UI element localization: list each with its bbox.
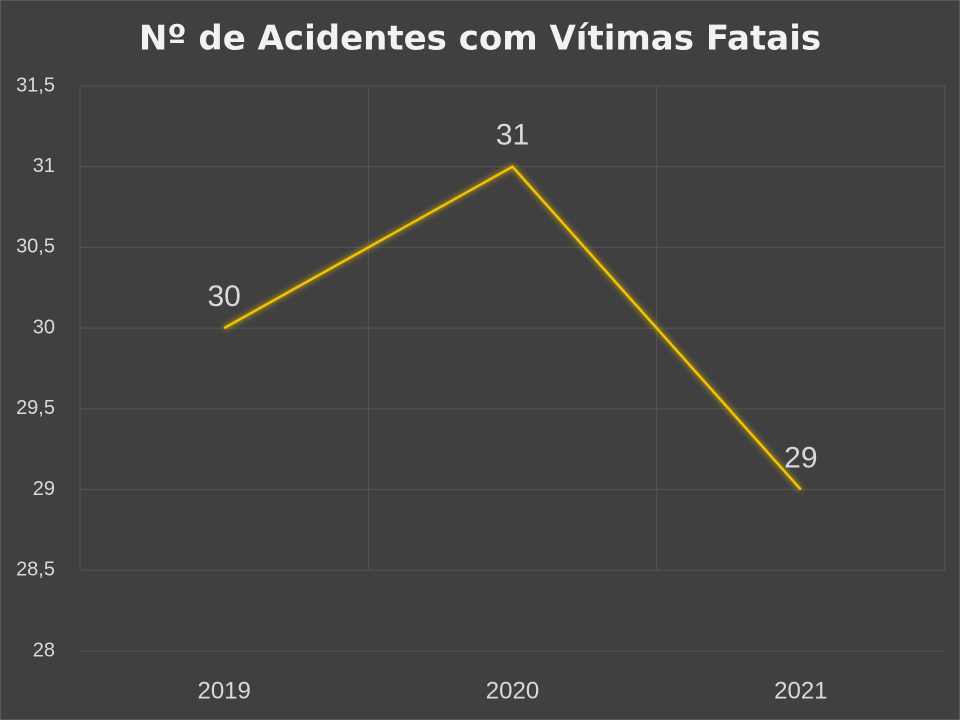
y-tick-label: 28 (33, 639, 55, 661)
y-tick-label: 31 (33, 155, 55, 177)
y-tick-label: 31,5 (16, 74, 55, 96)
chart-title: Nº de Acidentes com Vítimas Fatais (139, 19, 821, 59)
x-tick-label: 2019 (197, 677, 250, 704)
y-tick-label: 29 (33, 478, 55, 500)
data-label: 30 (207, 280, 240, 313)
x-tick-label: 2021 (774, 677, 827, 704)
line-series (223, 165, 802, 491)
x-tick-label: 2020 (486, 677, 539, 704)
y-tick-label: 30,5 (16, 236, 55, 258)
y-tick-label: 30 (33, 316, 55, 338)
data-label: 29 (784, 441, 817, 474)
y-tick-label: 28,5 (16, 559, 55, 581)
y-tick-label: 29,5 (16, 397, 55, 419)
data-label: 31 (496, 119, 529, 152)
